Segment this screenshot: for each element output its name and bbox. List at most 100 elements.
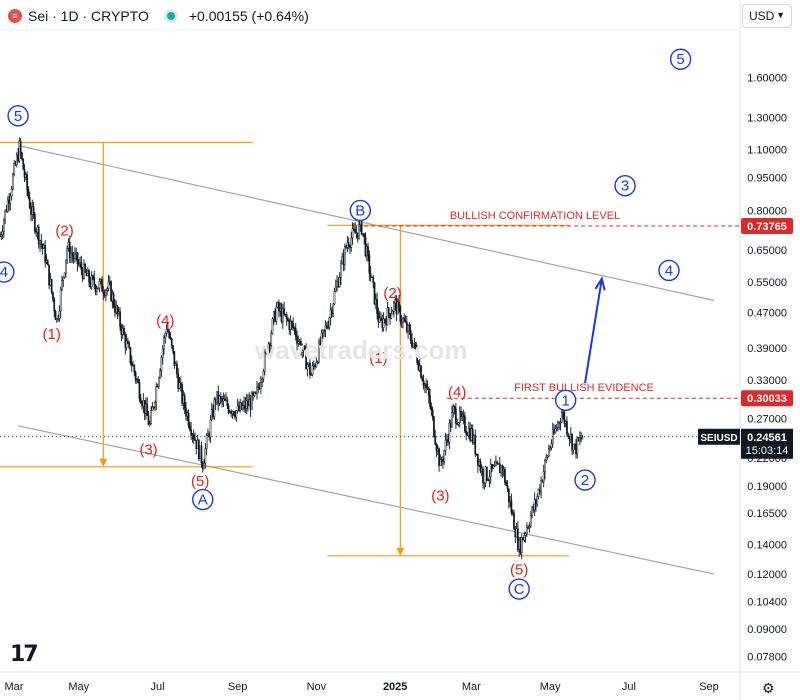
candle-body	[174, 363, 177, 366]
candle-body	[236, 405, 239, 411]
candle-body	[449, 422, 452, 428]
candle-body	[527, 527, 530, 529]
time-tick-label: Nov	[307, 681, 327, 693]
candle-body	[5, 209, 8, 212]
wave-text: (5)	[510, 561, 528, 578]
candle-body	[430, 406, 433, 411]
wave-label-16: 2	[574, 469, 596, 491]
candle-body	[353, 228, 355, 230]
candle-body	[52, 291, 54, 300]
wave-label-12: (4)	[448, 384, 466, 401]
candle-body	[371, 276, 373, 278]
candle-body	[15, 154, 18, 166]
candle-body	[173, 350, 176, 366]
wave-label-19: 5	[669, 48, 692, 70]
candle-body	[8, 199, 10, 204]
candle-body	[67, 242, 70, 249]
price-tick-label: 0.80000	[747, 205, 787, 217]
price-tick-label: 0.33000	[747, 375, 787, 387]
candle-body	[420, 365, 422, 378]
currency-selector[interactable]: USD ▼	[742, 4, 792, 28]
candle-body	[318, 341, 320, 363]
candle-body	[148, 423, 151, 425]
wave-text: 4	[0, 264, 8, 281]
last-price-badge	[741, 428, 793, 459]
candle-body	[391, 311, 394, 315]
candle-body	[192, 434, 195, 440]
candle-body	[496, 461, 499, 464]
last-price-value: 0.24561	[747, 432, 787, 444]
candle-body	[280, 308, 283, 322]
candle-body	[424, 384, 426, 386]
candle-body	[412, 343, 415, 348]
tradingview-logo: 17	[10, 642, 39, 667]
candle-body	[400, 321, 403, 323]
candle-body	[283, 308, 285, 315]
candle-body	[473, 435, 475, 443]
candle-body	[309, 362, 311, 375]
candle-body	[3, 219, 5, 233]
candle-body	[71, 252, 74, 257]
candle-body	[303, 346, 306, 350]
symbol-title[interactable]: Sei · 1D · CRYPTO	[28, 8, 149, 24]
candle-body	[88, 270, 90, 283]
wave-circle	[0, 261, 15, 283]
candle-body	[444, 439, 447, 451]
candle-body	[203, 462, 205, 470]
candle-body	[75, 252, 78, 255]
candle-body	[354, 229, 356, 234]
candle-body	[97, 287, 100, 290]
candle-body	[328, 317, 331, 328]
candle-body	[164, 333, 167, 338]
candle-body	[376, 299, 378, 314]
wave-label-4: (3)	[139, 441, 157, 458]
candle-body	[398, 301, 400, 307]
candle-body	[89, 281, 92, 288]
candle-body	[385, 320, 387, 326]
candle-body	[311, 365, 314, 375]
candle-body	[14, 163, 17, 166]
time-tick-label: Mar	[462, 681, 481, 693]
candle-body	[205, 435, 208, 449]
candle-body	[558, 422, 561, 424]
candle-body	[531, 506, 533, 516]
candle-body	[569, 434, 572, 440]
candle-body	[249, 399, 252, 410]
candle-body	[320, 332, 323, 347]
candle-body	[232, 411, 235, 416]
wave-text: (2)	[383, 285, 401, 302]
candle-body	[133, 365, 136, 373]
wave-text: (3)	[139, 441, 157, 458]
candle-body	[577, 437, 580, 441]
candle-body	[404, 320, 407, 323]
candle-body	[575, 443, 577, 455]
candle-body	[218, 396, 221, 404]
candle-body	[190, 429, 192, 436]
candle-body	[329, 309, 332, 319]
candle-body	[21, 152, 23, 160]
candle-body	[81, 269, 84, 279]
candle-body	[172, 345, 174, 352]
candle-body	[460, 410, 462, 417]
candle-body	[98, 281, 101, 289]
candle-body	[92, 275, 94, 278]
candle-body	[50, 278, 53, 293]
candle-body	[511, 512, 514, 514]
candle-body	[155, 386, 158, 403]
time-tick-label: Jul	[622, 681, 636, 693]
candle-body	[177, 373, 180, 389]
candle-body	[121, 327, 124, 335]
time-tick-label: Mar	[5, 681, 24, 693]
gear-icon[interactable]: ⚙	[762, 680, 775, 696]
candle-body	[241, 405, 244, 410]
candle-body	[76, 252, 79, 265]
candle-body	[378, 317, 381, 323]
candle-body	[186, 412, 189, 417]
candle-body	[356, 232, 359, 239]
candle-body	[520, 537, 523, 553]
candle-body	[489, 463, 492, 478]
candle-body	[18, 140, 21, 162]
candle-body	[17, 154, 19, 162]
candle-body	[292, 322, 295, 329]
